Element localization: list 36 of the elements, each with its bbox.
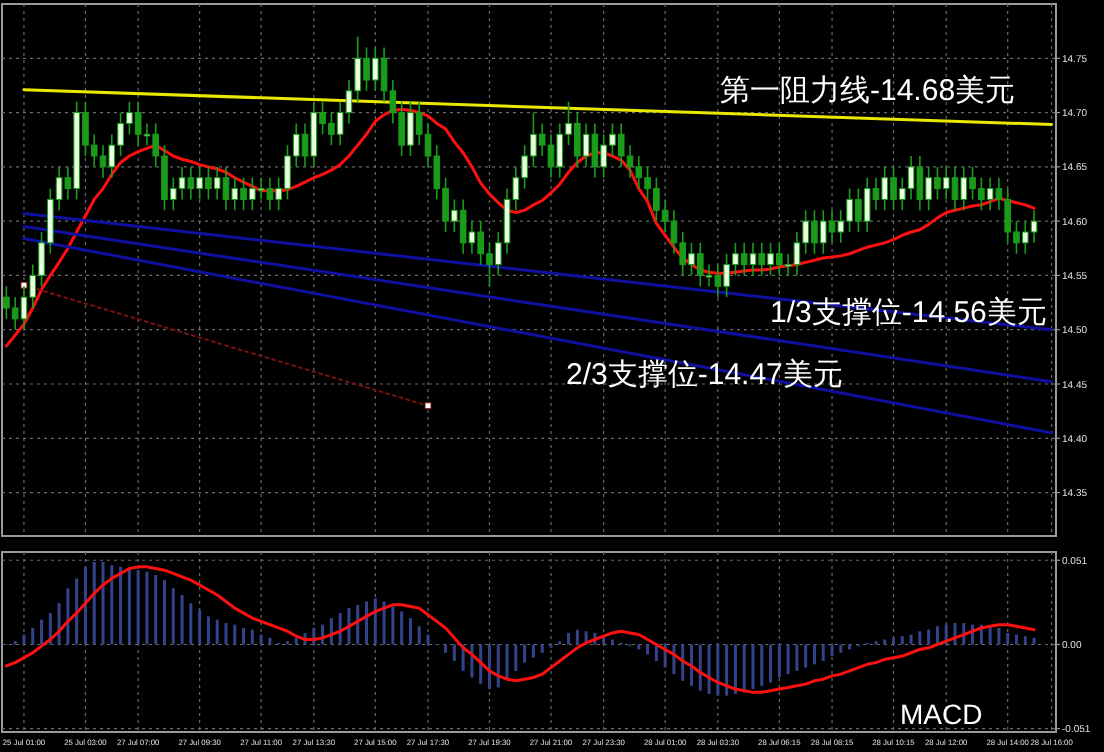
candlestick (714, 263, 722, 298)
candlestick (187, 166, 195, 201)
candlestick (231, 176, 239, 212)
candlestick (310, 100, 318, 168)
candlestick (819, 209, 827, 255)
candlestick (459, 198, 467, 255)
candlestick (758, 242, 766, 277)
candlestick (213, 166, 221, 201)
candlestick (222, 166, 230, 212)
candlestick (547, 133, 555, 179)
candlestick (916, 155, 924, 212)
candlestick (1030, 209, 1038, 244)
candlestick (635, 155, 643, 190)
candlestick (11, 296, 19, 331)
candlestick (907, 155, 915, 201)
candlestick (960, 166, 968, 212)
line-series (4, 565, 1036, 694)
candlestick (582, 122, 590, 168)
candlestick (863, 176, 871, 233)
candlestick (591, 122, 599, 179)
candlestick (986, 176, 994, 212)
candlestick (828, 209, 836, 244)
candlestick (740, 242, 748, 277)
candlestick (1021, 220, 1029, 255)
text: MACD (900, 698, 983, 730)
candlestick (942, 166, 950, 201)
candlestick (749, 242, 757, 277)
candlestick (178, 166, 186, 201)
candlestick (99, 144, 107, 179)
annotation: 第一阻力线-14.68美元 (720, 74, 1016, 108)
candlestick (951, 166, 959, 212)
candlestick (617, 122, 625, 168)
candlestick (266, 176, 274, 212)
candlestick (257, 176, 265, 201)
candlestick (134, 100, 142, 146)
candlestick (556, 122, 564, 179)
